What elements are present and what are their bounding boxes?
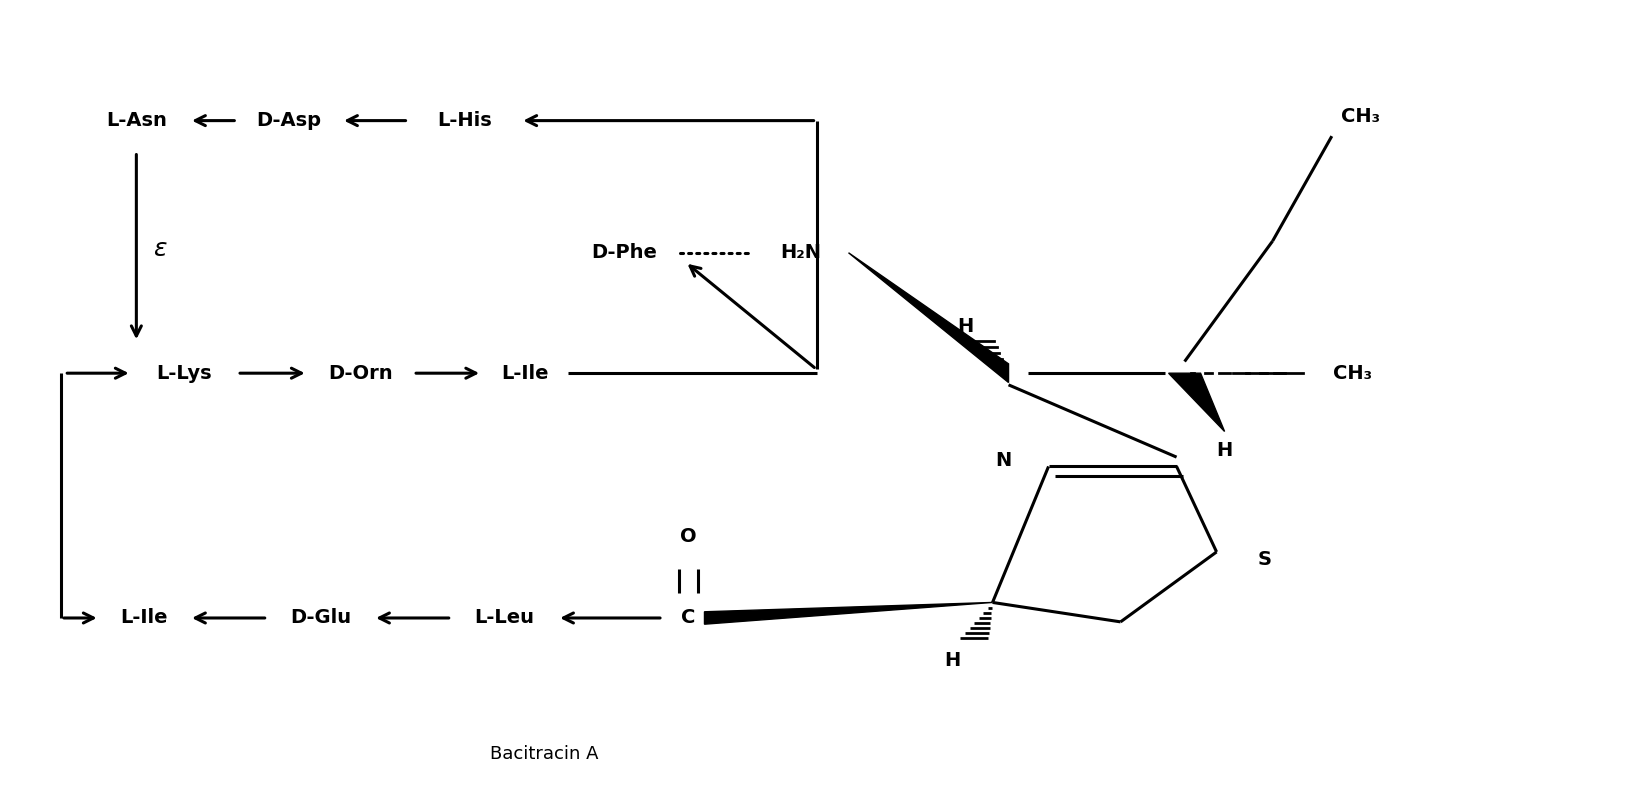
Text: H: H (1216, 442, 1232, 461)
Text: C: C (681, 608, 695, 627)
Polygon shape (703, 603, 992, 624)
Text: CH₃: CH₃ (1332, 364, 1371, 383)
Polygon shape (1169, 374, 1224, 431)
Text: H₂N: H₂N (780, 243, 821, 262)
Text: CH₃: CH₃ (1340, 107, 1379, 126)
Text: D-Phe: D-Phe (591, 243, 658, 262)
Text: L-His: L-His (437, 111, 491, 130)
Polygon shape (849, 253, 1009, 382)
Text: L-Asn: L-Asn (106, 111, 166, 130)
Text: L-Ile: L-Ile (121, 608, 168, 627)
Text: H: H (956, 317, 973, 336)
Text: D-Glu: D-Glu (289, 608, 351, 627)
Text: $\varepsilon$: $\varepsilon$ (153, 237, 168, 261)
Text: D-Orn: D-Orn (328, 364, 392, 383)
Text: L-Leu: L-Leu (475, 608, 534, 627)
Text: L-Ile: L-Ile (501, 364, 548, 383)
Text: D-Asp: D-Asp (256, 111, 322, 130)
Text: N: N (996, 450, 1012, 469)
Text: S: S (1257, 550, 1271, 569)
Text: Bacitracin A: Bacitracin A (490, 745, 599, 763)
Text: H: H (943, 651, 960, 670)
Text: O: O (681, 527, 697, 546)
Text: L-Lys: L-Lys (157, 364, 212, 383)
